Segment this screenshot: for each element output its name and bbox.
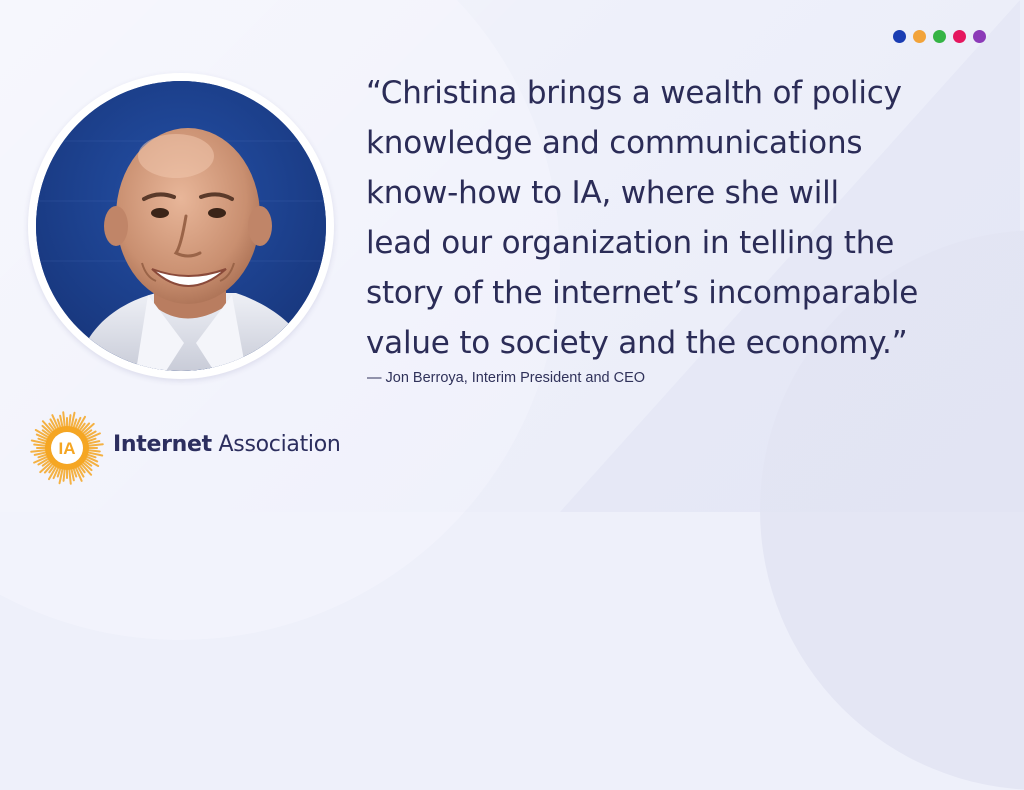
logo-ray [68,468,72,485]
logo-ray [41,459,51,467]
logo-ray [86,432,101,441]
dot-green [933,30,946,43]
logo-ray [30,439,47,445]
quote-line: know-how to IA, where she will [366,175,839,211]
logo-ray [41,424,52,435]
dot-pink [953,30,966,43]
logo-ray [49,418,57,430]
logo-ray [35,433,48,441]
logo-ray [78,422,86,432]
logo-ray [87,449,101,453]
logo-ray [41,429,51,437]
dot-purple [973,30,986,43]
quote-line: value to society and the economy.” [366,325,908,361]
logo-ray [48,464,56,474]
quote-line: knowledge and communications [366,125,863,161]
brand-name-bold: Internet [113,432,212,457]
portrait-image [36,81,326,371]
logo-ray [77,415,86,430]
logo-ray [37,437,48,443]
logo-ray [70,411,76,428]
logo-ray [86,453,97,459]
logo-ray [30,449,47,453]
logo-ray [85,430,97,438]
quote-attribution: — Jon Berroya, Interim President and CEO [367,370,646,386]
logo-ray [74,416,82,429]
logo-monogram: IA [59,439,76,458]
brand-name: Internet Association [113,432,341,457]
logo-ray [72,418,78,429]
logo-ray [72,467,78,478]
logo-ray [51,414,60,429]
logo-ray [37,453,48,459]
logo-ray [80,422,91,433]
logo-ray [34,429,49,438]
logo-ray [48,422,56,432]
logo-ray [43,463,54,474]
logo-ray [80,463,93,476]
logo-ray [39,461,52,474]
quote-line: lead our organization in telling the [366,225,895,261]
logo-ray [87,440,101,445]
logo-ray [62,411,66,428]
logo-ray [56,418,62,429]
logo-ray [33,443,47,447]
logo-ray [82,422,95,435]
logo-ray [37,458,49,466]
logo-ray [83,429,93,437]
logo-ray [33,455,48,464]
logo-ray [85,458,100,467]
brand-name-regular: Association [218,432,341,457]
logo-ray [74,467,83,482]
logo-ray [70,468,75,482]
logo-ray [87,451,104,457]
logo-ray [56,467,62,478]
logo-ray [48,466,57,481]
logo-ray [86,437,97,443]
internet-association-logo-icon: IA [30,411,104,485]
logo-ray [68,414,72,428]
logo-ray [41,420,54,433]
logo-ray [77,466,85,478]
logo-ray [82,461,93,472]
logo-ray [62,468,66,482]
dot-orange [913,30,926,43]
quote-line: story of the internet’s incomparable [366,275,919,311]
logo-ray [33,451,47,456]
quote-line: “Christina brings a wealth of policy [366,75,902,111]
logo-ray [78,464,86,474]
logo-ray [83,459,93,467]
portrait-photo [28,73,334,379]
logo-ray [58,468,64,485]
color-dots [893,30,986,43]
logo-ray [87,443,104,447]
testimonial-quote: “Christina brings a wealth of policy kno… [366,68,986,368]
logo-ray [52,467,60,480]
logo-ray [59,414,64,428]
dot-blue [893,30,906,43]
logo-ray [86,455,99,463]
